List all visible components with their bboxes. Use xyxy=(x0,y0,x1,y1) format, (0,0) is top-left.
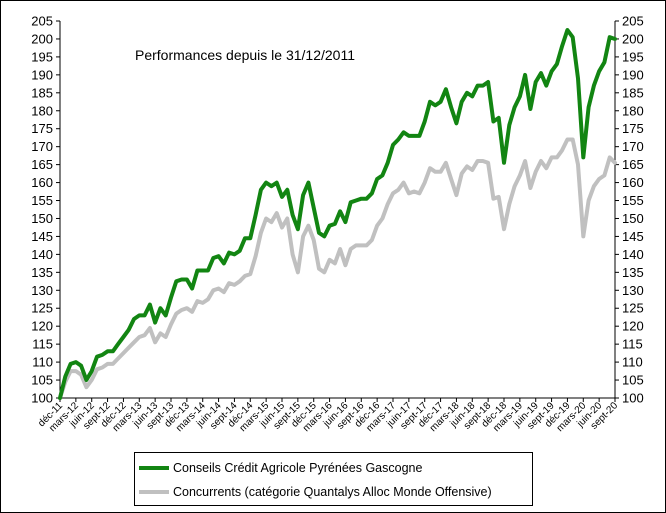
right-tick-label: 180 xyxy=(622,103,644,118)
right-tick-label: 100 xyxy=(622,391,644,406)
right-tick-label: 190 xyxy=(622,67,644,82)
left-tick-label: 105 xyxy=(31,373,53,388)
left-tick-label: 165 xyxy=(31,157,53,172)
right-tick-label: 185 xyxy=(622,85,644,100)
right-tick-label: 115 xyxy=(622,337,643,352)
right-tick-label: 165 xyxy=(622,157,644,172)
left-tick-label: 110 xyxy=(32,355,53,370)
left-tick-label: 140 xyxy=(31,247,53,262)
right-tick-label: 170 xyxy=(622,139,644,154)
series-lines xyxy=(58,28,617,400)
right-tick-label: 105 xyxy=(622,373,644,388)
left-tick-label: 160 xyxy=(31,175,53,190)
legend-swatch-1 xyxy=(139,490,169,494)
right-tick-label: 130 xyxy=(622,283,644,298)
right-tick-label: 140 xyxy=(622,247,644,262)
series-line-0 xyxy=(58,28,617,400)
left-tick-label: 180 xyxy=(31,103,53,118)
left-tick-label: 150 xyxy=(31,211,53,226)
right-tick-label: 120 xyxy=(622,319,644,334)
right-tick-label: 160 xyxy=(622,175,644,190)
right-tick-label: 155 xyxy=(622,193,644,208)
left-tick-label: 120 xyxy=(31,319,53,334)
right-tick-label: 125 xyxy=(622,301,644,316)
legend-item-1: Concurrents (catégorie Quantalys Alloc M… xyxy=(135,482,492,502)
left-tick-label: 175 xyxy=(31,121,53,136)
legend: Conseils Crédit Agricole Pyrénées Gascog… xyxy=(134,452,533,506)
right-tick-label: 195 xyxy=(622,49,644,64)
left-tick-label: 185 xyxy=(31,85,53,100)
right-tick-label: 145 xyxy=(622,229,644,244)
left-tick-label: 130 xyxy=(31,283,53,298)
chart-title: Performances depuis le 31/12/2011 xyxy=(135,47,355,63)
series-line-1 xyxy=(58,137,617,400)
left-tick-label: 145 xyxy=(31,229,53,244)
left-tick-label: 135 xyxy=(31,265,53,280)
legend-item-0: Conseils Crédit Agricole Pyrénées Gascog… xyxy=(135,458,422,478)
right-tick-label: 150 xyxy=(622,211,644,226)
right-tick-label: 200 xyxy=(622,31,644,46)
left-tick-label: 125 xyxy=(31,301,53,316)
legend-label-0: Conseils Crédit Agricole Pyrénées Gascog… xyxy=(173,461,423,475)
right-tick-label: 135 xyxy=(622,265,644,280)
left-tick-label: 195 xyxy=(31,49,53,64)
left-tick-label: 170 xyxy=(31,139,53,154)
right-tick-label: 110 xyxy=(622,355,643,370)
left-tick-label: 190 xyxy=(31,67,53,82)
x-axis: déc-11mars-12juin-12sept-12déc-12mars-13… xyxy=(36,397,620,434)
left-tick-label: 205 xyxy=(31,14,53,29)
legend-label-1: Concurrents (catégorie Quantalys Alloc M… xyxy=(173,485,492,499)
right-tick-label: 175 xyxy=(622,121,644,136)
left-tick-label: 200 xyxy=(31,31,53,46)
right-tick-label: 205 xyxy=(622,14,644,29)
legend-swatch-0 xyxy=(139,466,169,470)
left-tick-label: 155 xyxy=(31,193,53,208)
left-tick-label: 115 xyxy=(32,337,53,352)
left-axis: 100 105 110 115 120 125 130 135 140 145 150 155 160 1… xyxy=(31,14,61,406)
right-axis: 100 105 110 115 120 125 130 135 140 145 150 155 160 1… xyxy=(614,14,644,406)
left-tick-label: 100 xyxy=(31,391,53,406)
